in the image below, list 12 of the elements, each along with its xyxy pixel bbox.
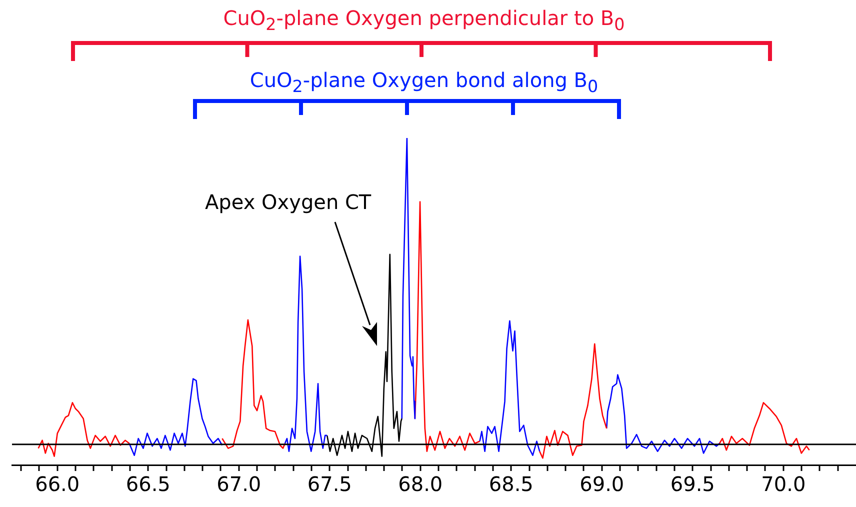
x-tick-label: 68.0 bbox=[398, 472, 443, 496]
x-tick-label: 69.0 bbox=[580, 472, 624, 496]
annotation: Apex Oxygen CT bbox=[205, 190, 372, 214]
x-tick-label: 67.5 bbox=[307, 472, 352, 496]
x-tick-label: 68.5 bbox=[488, 472, 534, 496]
text: CuO$_{2}$-plane Oxygen perpendicular to B$_{0}$ bbox=[222, 6, 626, 34]
text: CuO$_{2}$-plane Oxygen bond along B$_{0}$ bbox=[248, 68, 600, 96]
x-tick-label: 70.0 bbox=[761, 472, 806, 496]
x-tick-label: 66.0 bbox=[35, 472, 80, 496]
x-tick-label: 66.5 bbox=[126, 472, 170, 496]
x-tick-label: 67.0 bbox=[216, 472, 262, 496]
x-tick-label: 69.5 bbox=[670, 472, 715, 496]
